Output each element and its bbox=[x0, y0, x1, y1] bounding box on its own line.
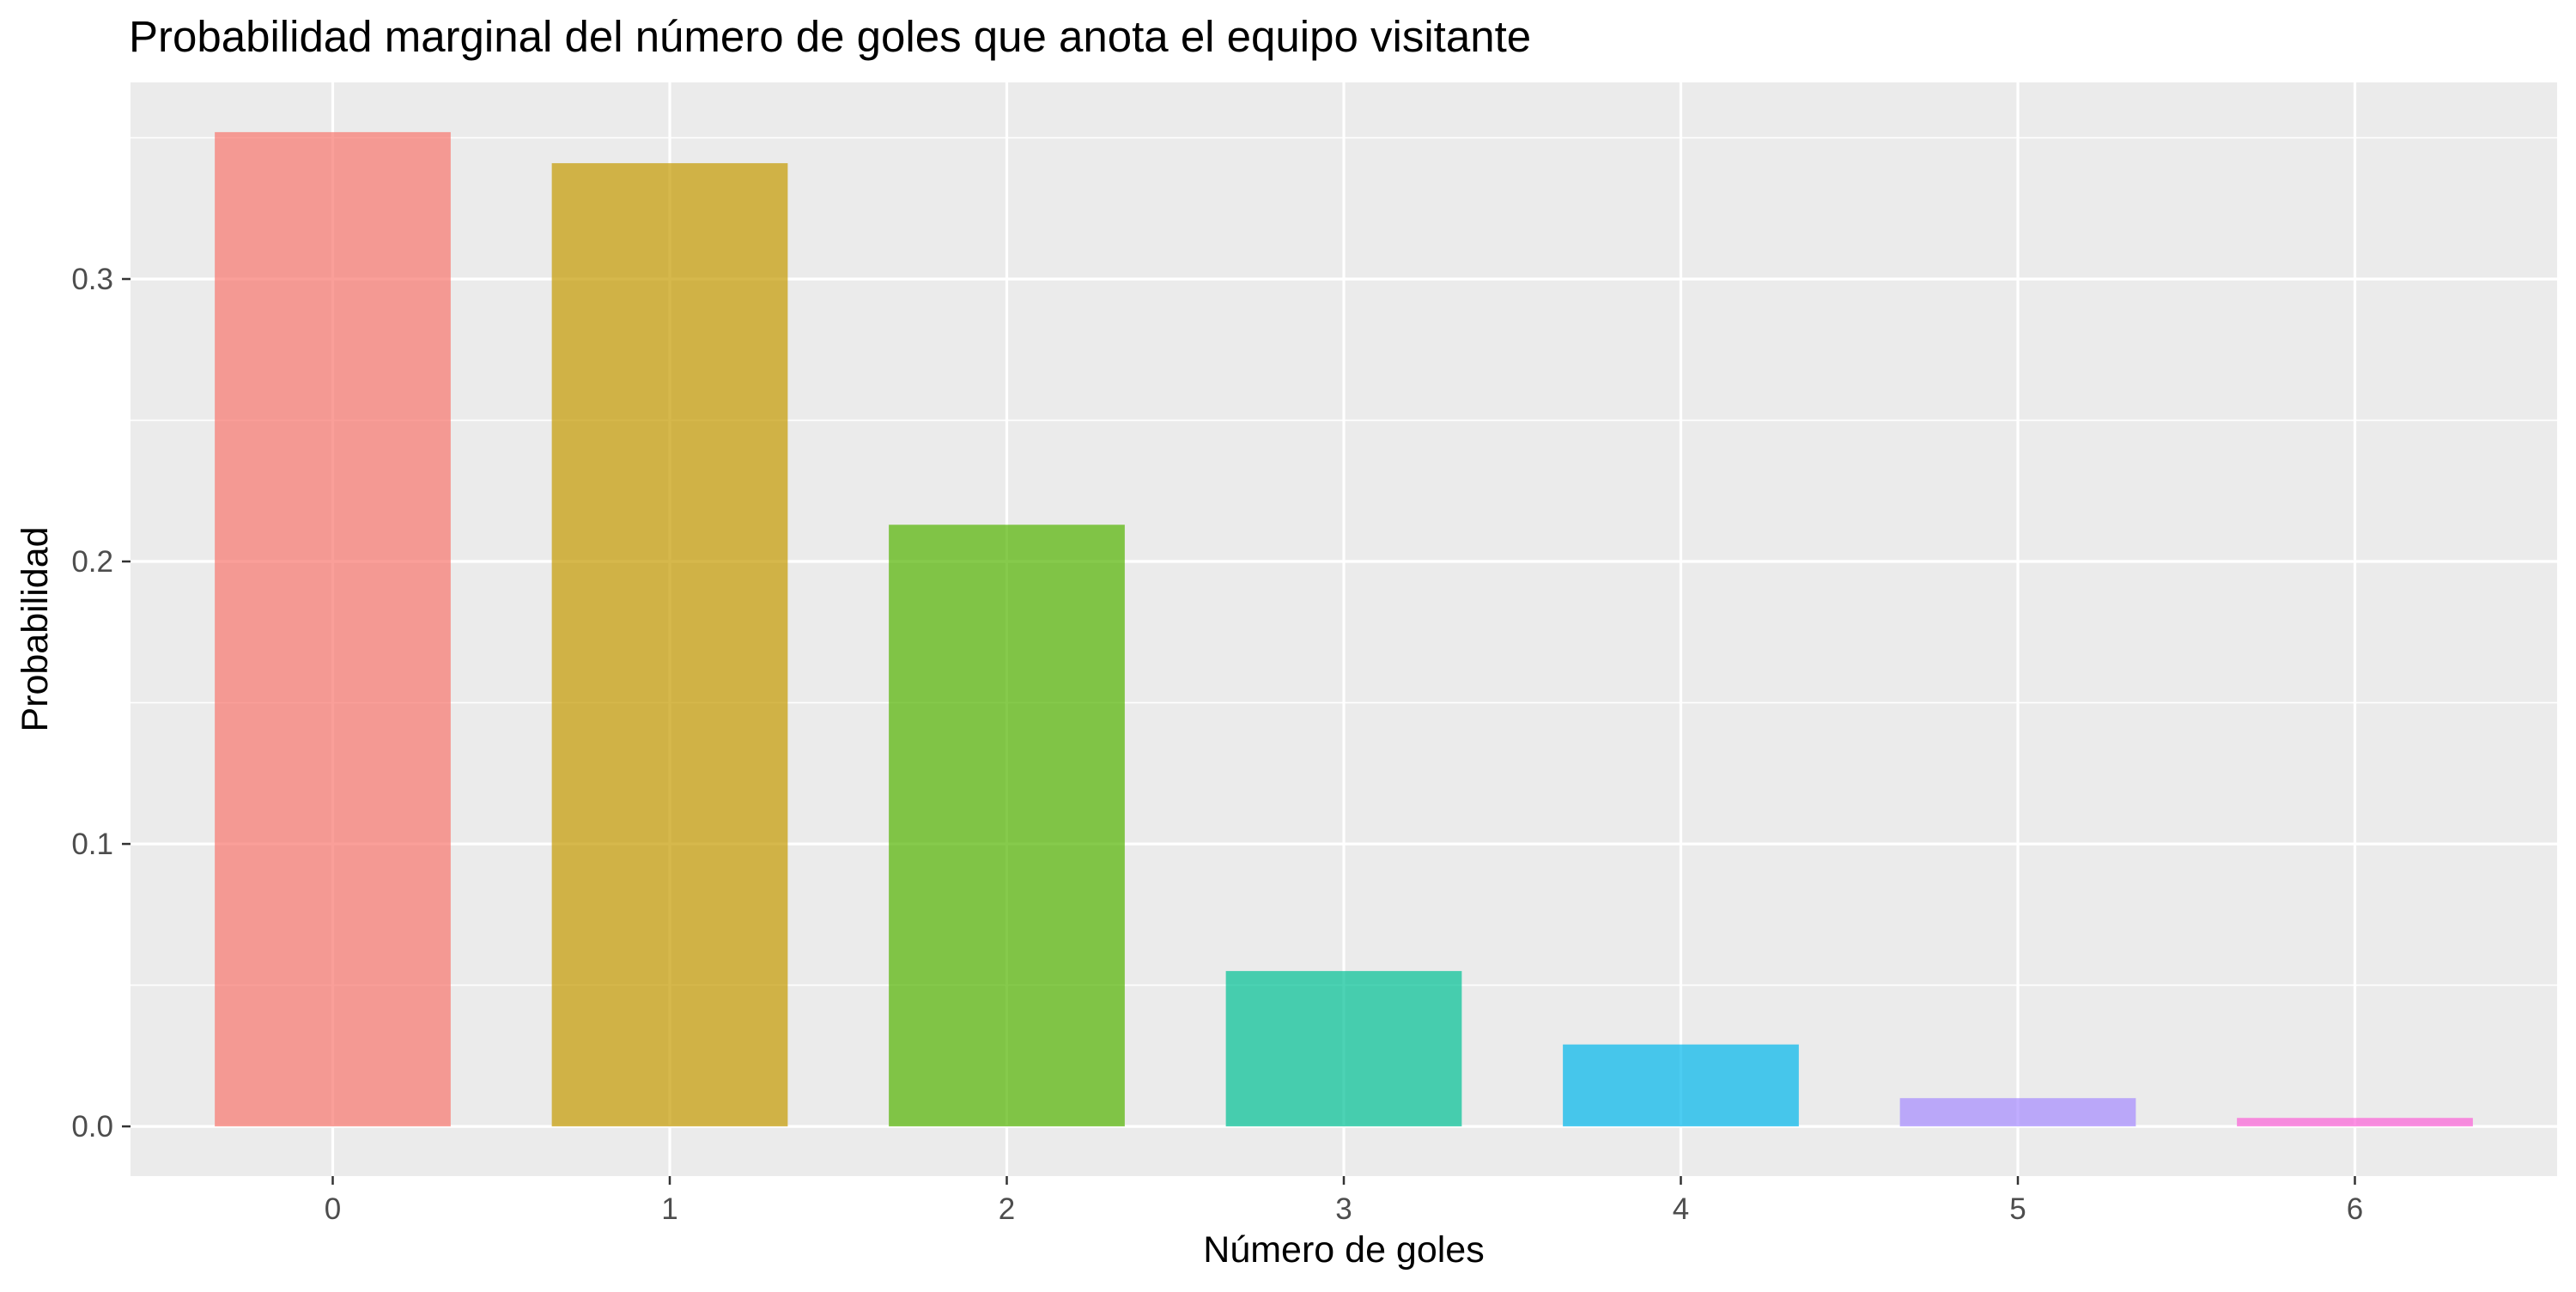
bar-0 bbox=[215, 131, 451, 1127]
bar-6 bbox=[2237, 1118, 2473, 1127]
y-tick-label: 0.2 bbox=[71, 545, 113, 579]
bar-2 bbox=[889, 525, 1125, 1127]
x-tick-label: 5 bbox=[2009, 1192, 2026, 1226]
x-axis-ticks: 0 1 2 3 4 5 6 bbox=[325, 1176, 2363, 1226]
y-axis-title: Probabilidad bbox=[15, 526, 56, 731]
x-tick-label: 0 bbox=[325, 1192, 341, 1226]
y-axis-ticks: 0.0 0.1 0.2 0.3 bbox=[71, 263, 131, 1143]
y-tick-label: 0.0 bbox=[71, 1110, 113, 1143]
bars-group bbox=[215, 131, 2473, 1127]
y-tick-label: 0.3 bbox=[71, 263, 113, 296]
y-tick-label: 0.1 bbox=[71, 828, 113, 861]
x-tick-label: 3 bbox=[1335, 1192, 1352, 1226]
x-tick-label: 2 bbox=[999, 1192, 1015, 1226]
x-tick-label: 1 bbox=[661, 1192, 677, 1226]
x-tick-label: 4 bbox=[1673, 1192, 1689, 1226]
bar-3 bbox=[1225, 971, 1462, 1127]
chart-title: Probabilidad marginal del número de gole… bbox=[129, 12, 1531, 61]
x-tick-label: 6 bbox=[2347, 1192, 2363, 1226]
bar-5 bbox=[1899, 1098, 2136, 1127]
bar-4 bbox=[1563, 1044, 1799, 1127]
x-axis-title: Número de goles bbox=[1203, 1229, 1484, 1271]
bar-1 bbox=[551, 163, 788, 1127]
